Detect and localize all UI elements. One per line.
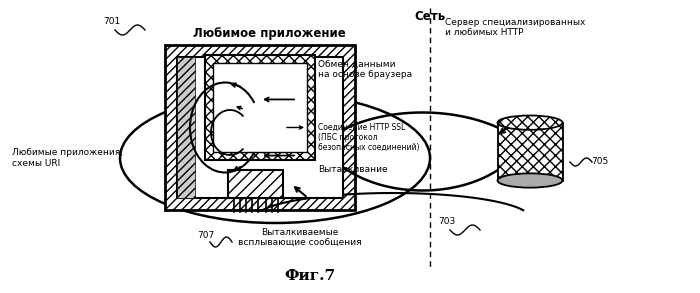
Text: Фиг.7: Фиг.7: [284, 269, 335, 283]
Text: 703: 703: [438, 217, 456, 226]
Ellipse shape: [498, 173, 563, 188]
Bar: [498, 123, 563, 180]
Text: Выталкивание: Выталкивание: [318, 166, 388, 174]
Ellipse shape: [498, 115, 563, 130]
Text: 705: 705: [592, 158, 608, 166]
Text: Любимое приложение: Любимое приложение: [193, 27, 346, 40]
Bar: [177, 57, 343, 198]
Text: Выталкиваемые
всплывающие сообщения: Выталкиваемые всплывающие сообщения: [238, 228, 362, 247]
Text: Любимые приложения,
схемы URI: Любимые приложения, схемы URI: [12, 148, 123, 168]
Bar: [228, 170, 283, 198]
Bar: [165, 45, 355, 210]
Bar: [498, 123, 563, 180]
Text: Сеть: Сеть: [414, 10, 446, 23]
Text: Соединение HTTP SSL
(ПБС протокол
безопасных соединений): Соединение HTTP SSL (ПБС протокол безопа…: [318, 122, 419, 152]
Text: 707: 707: [197, 231, 215, 239]
Text: 701: 701: [104, 18, 120, 26]
Text: Обмен данными
на основе браузера: Обмен данными на основе браузера: [318, 60, 412, 79]
Ellipse shape: [120, 93, 430, 223]
Text: Сервер специализированных
и любимых HTTP: Сервер специализированных и любимых HTTP: [445, 18, 585, 38]
Bar: [177, 57, 195, 198]
Bar: [205, 55, 315, 160]
Bar: [213, 63, 307, 152]
